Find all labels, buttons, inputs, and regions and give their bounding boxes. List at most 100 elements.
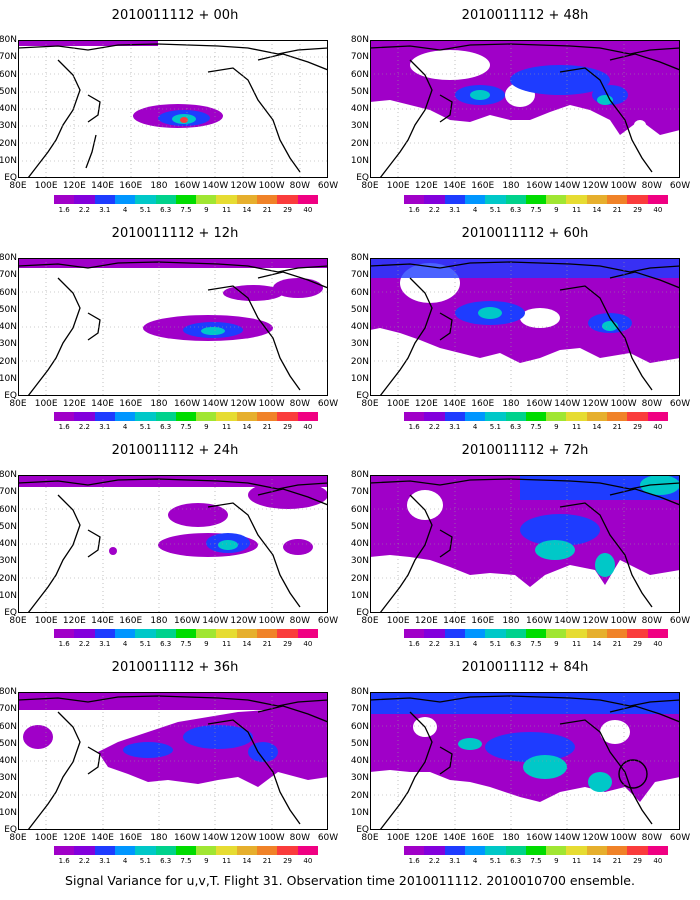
colorbar-60h: 1.6 2.2 3.1 4 5.1 6.3 7.5 9 11 14 21 29 40 <box>404 412 669 432</box>
colorbar-swatch <box>175 195 197 204</box>
lat-tick-label: 20N <box>0 790 17 801</box>
colorbar-label: 3.1 <box>449 640 461 648</box>
colorbar-label: 11 <box>222 857 232 865</box>
signal-variance-field <box>18 40 223 128</box>
colorbar-swatch <box>196 846 217 855</box>
colorbar-swatch <box>607 846 628 855</box>
colorbar-36h: 1.6 2.2 3.1 4 5.1 6.3 7.5 9 11 14 21 29 40 <box>54 846 319 866</box>
colorbar-label: 6.3 <box>160 206 172 214</box>
colorbar-swatch <box>216 195 238 204</box>
lat-tick-label: 10N <box>350 373 369 384</box>
colorbar-label: 14 <box>242 206 252 214</box>
colorbar-swatch <box>505 195 527 204</box>
panel-title-48h: 2010011112 + 48h <box>461 8 589 23</box>
colorbar-swatch <box>485 846 507 855</box>
signal-variance-field <box>18 692 328 787</box>
lat-tick-label: 40N <box>0 322 17 332</box>
lon-tick-label: 100E <box>386 616 410 626</box>
colorbar-swatch <box>647 195 669 204</box>
panel-title-12h: 2010011112 + 12h <box>111 226 239 241</box>
colorbar-label: 40 <box>653 206 663 214</box>
colorbar-label: 1.6 <box>408 857 420 865</box>
lat-tick-label: EQ <box>4 391 17 401</box>
colorbar-swatch <box>297 195 319 204</box>
colorbar-label: 29 <box>283 857 292 865</box>
colorbar-84h: 1.6 2.2 3.1 4 5.1 6.3 7.5 9 11 14 21 29 40 <box>404 846 669 866</box>
lon-tick-label: 60W <box>669 616 691 626</box>
lat-tick-label: 60N <box>0 69 17 80</box>
lon-tick-label: 80E <box>361 181 379 191</box>
colorbar-label: 9 <box>554 423 559 431</box>
colorbar-swatch <box>586 629 608 638</box>
colorbar-label: 11 <box>572 206 582 214</box>
colorbar-label: 4 <box>122 857 128 865</box>
lon-tick-label: 120W <box>582 616 609 626</box>
lat-tick-label: 20N <box>350 573 369 584</box>
colorbar-swatch <box>236 412 258 421</box>
colorbar-label: 21 <box>612 640 622 648</box>
lon-tick-label: 80W <box>641 181 662 191</box>
colorbar-swatch <box>525 629 547 638</box>
colorbar-swatch <box>627 195 649 204</box>
colorbar-label: 40 <box>653 857 663 865</box>
lon-tick-label: 140W <box>554 616 581 626</box>
signal-variance-field <box>370 475 680 587</box>
colorbar-swatch <box>424 846 446 855</box>
colorbar-label: 4 <box>122 423 128 431</box>
signal-variance-field <box>370 40 680 135</box>
lat-tick-label: 10N <box>350 155 369 166</box>
colorbar-swatch <box>297 846 319 855</box>
lat-tick-label: 40N <box>0 104 17 114</box>
colorbar-swatch <box>277 195 299 204</box>
colorbar-swatch <box>485 195 507 204</box>
colorbar-label: 9 <box>204 423 209 431</box>
lon-tick-label: 160E <box>119 833 143 843</box>
lat-tick-label: 20N <box>0 573 17 584</box>
lon-tick-label: 160E <box>471 616 495 626</box>
colorbar-label: 7.5 <box>180 857 192 865</box>
lat-tick-label: 70N <box>350 52 369 63</box>
lat-tick-label: 10N <box>0 373 17 384</box>
colorbar-24h: 1.6 2.2 3.1 4 5.1 6.3 7.5 9 11 14 21 29 40 <box>54 629 319 649</box>
lat-tick-label: EQ <box>4 825 17 835</box>
figure-caption: Signal Variance for u,v,T. Flight 31. Ob… <box>65 873 635 888</box>
colorbar-swatch <box>216 412 238 421</box>
colorbar-label: 11 <box>572 857 582 865</box>
lat-tick-label: 70N <box>0 52 17 63</box>
lon-ticks-00h: 80E 100E 120E 140E 160E 180 160W 140W 120W 100W 80… <box>8 181 338 193</box>
lon-tick-label: 60W <box>669 181 691 191</box>
lat-tick-label: EQ <box>356 608 369 618</box>
colorbar-label: 29 <box>283 206 292 214</box>
colorbar-swatch <box>424 629 446 638</box>
colorbar-swatch <box>175 412 197 421</box>
lon-tick-label: 80E <box>9 181 27 191</box>
lat-tick-label: 10N <box>0 590 17 601</box>
lon-tick-label: 100W <box>258 833 285 843</box>
lat-tick-label: 50N <box>0 304 17 315</box>
highlight-circle <box>618 759 648 789</box>
lon-tick-label: 140W <box>202 399 229 409</box>
lat-ticks-00h: 80N 70N 60N 50N 40N 30N 20N 10N EQ <box>0 36 18 183</box>
colorbar-swatch <box>505 412 527 421</box>
colorbar-label: 7.5 <box>180 640 192 648</box>
colorbar-swatch <box>54 846 75 855</box>
lon-tick-label: 160E <box>119 616 143 626</box>
lon-tick-label: 80E <box>9 616 27 626</box>
colorbar-label: 3.1 <box>99 640 111 648</box>
colorbar-swatch <box>525 846 547 855</box>
colorbar-label: 2.2 <box>78 640 91 648</box>
colorbar-swatch <box>74 629 96 638</box>
lat-tick-label: 40N <box>0 539 17 549</box>
colorbar-label: 7.5 <box>180 423 192 431</box>
grid-lines <box>18 258 328 396</box>
lon-tick-label: 140E <box>443 833 466 843</box>
lon-tick-label: 60W <box>317 399 339 409</box>
colorbar-label: 6.3 <box>160 640 172 648</box>
lat-tick-label: 20N <box>0 356 17 367</box>
colorbar-swatch <box>546 412 567 421</box>
lon-tick-label: 80E <box>361 616 379 626</box>
colorbar-swatch <box>464 195 486 204</box>
colorbar-swatch <box>135 412 157 421</box>
lat-tick-label: 80N <box>0 687 17 697</box>
colorbar-label: 4 <box>472 423 478 431</box>
